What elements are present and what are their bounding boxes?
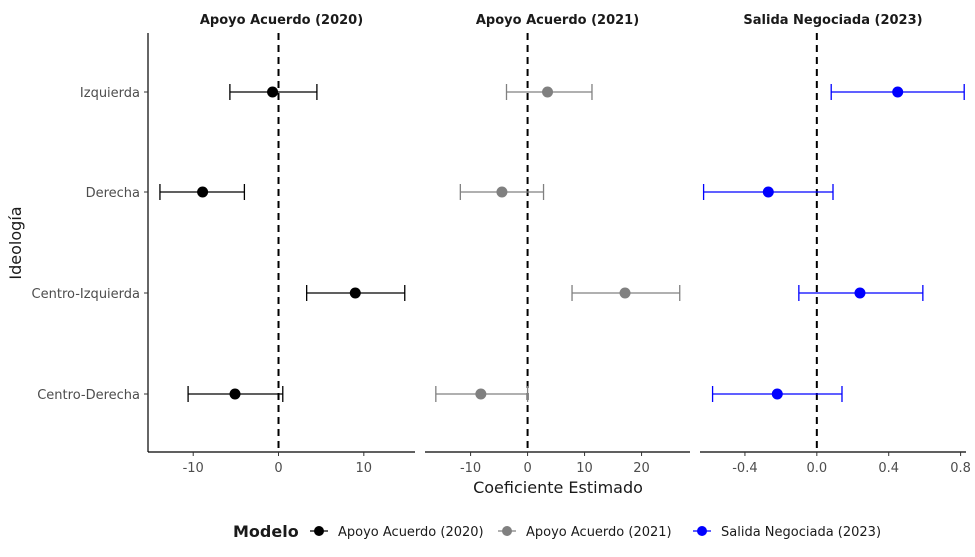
y-axis-title: Ideología [6,206,25,279]
x-tick-label: 0 [274,461,282,476]
point-estimate [762,186,774,198]
point-estimate [229,388,241,400]
facet-title: Apoyo Acuerdo (2021) [476,13,639,28]
x-tick-label: 0.0 [806,461,827,476]
legend-item-1: Apoyo Acuerdo (2020) [310,525,484,540]
legend-key-dot [697,526,707,536]
facet-panel-2: Apoyo Acuerdo (2021) -10 0 10 20 [425,13,690,476]
data-point-centro-derecha [435,386,529,402]
x-tick-label: 0.4 [878,461,899,476]
point-estimate [771,388,783,400]
data-point-derecha [159,184,246,200]
x-tick-label: 10 [356,461,373,476]
point-estimate [854,287,866,299]
data-point-centro-izquierda [798,285,924,301]
y-tick-label: Centro-Izquierda [32,287,140,302]
data-point-derecha [459,184,545,200]
point-estimate [197,186,209,198]
legend-key-dot [314,526,324,536]
point-estimate [267,86,279,98]
point-estimate [542,86,554,98]
point-estimate [496,186,508,198]
point-estimate [349,287,361,299]
data-point-derecha [702,184,834,200]
y-tick-label: Centro-Derecha [37,388,140,403]
data-point-izquierda [229,84,318,100]
point-estimate [619,287,631,299]
x-tick-label: 0.8 [950,461,971,476]
legend-key-dot [502,526,512,536]
data-point-centro-izquierda [571,285,681,301]
y-tick-label: Izquierda [80,86,140,101]
y-tick-label: Derecha [86,186,140,201]
data-point-izquierda [505,84,593,100]
point-estimate [892,86,904,98]
data-point-izquierda [830,84,965,100]
facet-panel-3: Salida Negociada (2023) -0.4 0.0 0.4 0.8 [700,13,971,476]
facet-title: Apoyo Acuerdo (2020) [200,13,363,28]
legend-title: Modelo [233,522,299,541]
legend-label: Salida Negociada (2023) [721,525,881,540]
y-axis: Izquierda Derecha Centro-Izquierda Centro-D… [32,33,149,452]
data-point-centro-derecha [187,386,284,402]
x-tick-label: 20 [633,461,650,476]
data-point-centro-izquierda [306,285,406,301]
legend-item-2: Apoyo Acuerdo (2021) [498,525,672,540]
legend-item-3: Salida Negociada (2023) [693,525,881,540]
x-tick-label: 0 [523,461,531,476]
facet-title: Salida Negociada (2023) [743,13,922,28]
x-tick-label: -10 [183,461,204,476]
data-point-centro-derecha [711,386,843,402]
legend-label: Apoyo Acuerdo (2020) [338,525,484,540]
x-tick-label: -10 [460,461,481,476]
point-estimate [475,388,487,400]
legend-label: Apoyo Acuerdo (2021) [526,525,672,540]
legend: Modelo Apoyo Acuerdo (2020) Apoyo Acuerdo… [233,522,881,541]
facet-panel-1: Apoyo Acuerdo (2020) -10 0 10 [148,13,415,476]
x-axis-title: Coeficiente Estimado [473,478,643,497]
x-tick-label: 10 [576,461,593,476]
x-tick-label: -0.4 [732,461,757,476]
